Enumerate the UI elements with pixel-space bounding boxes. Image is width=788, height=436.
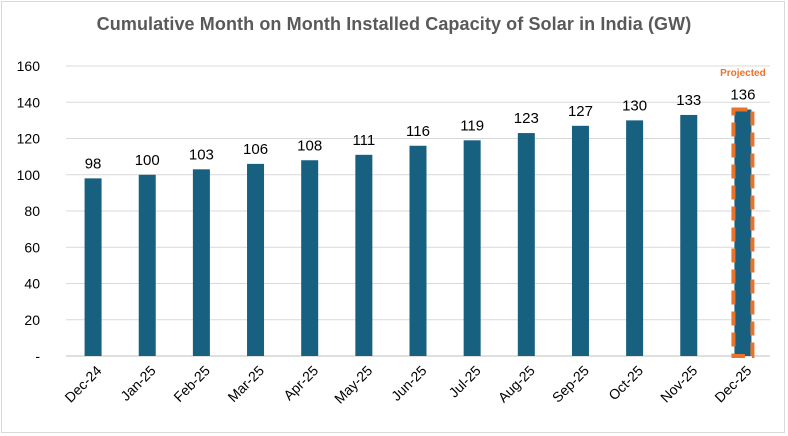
bar	[192, 169, 210, 356]
bar	[517, 133, 535, 356]
bar	[409, 145, 427, 356]
data-label: 133	[676, 92, 701, 109]
x-tick-label: Dec-24	[61, 362, 104, 405]
bar	[463, 140, 481, 356]
data-label: 108	[297, 137, 322, 154]
data-label: 119	[460, 117, 484, 134]
x-tick-label: Dec-25	[711, 362, 754, 405]
y-tick-label: -	[35, 348, 40, 364]
projected-label: Projected	[720, 68, 766, 79]
bar	[571, 125, 589, 356]
x-tick-label: Oct-25	[605, 362, 646, 403]
bar	[734, 109, 752, 356]
bar	[247, 163, 265, 356]
bar	[301, 160, 319, 356]
bar	[626, 120, 644, 356]
data-label: 130	[622, 97, 647, 114]
bar	[138, 174, 156, 356]
y-tick-label: 40	[24, 276, 40, 292]
x-tick-label: Aug-25	[495, 362, 538, 405]
y-tick-label: 100	[17, 167, 41, 183]
y-tick-label: 20	[24, 312, 40, 328]
data-label: 106	[243, 141, 268, 158]
data-label: 127	[568, 103, 593, 120]
bar	[355, 154, 373, 356]
data-label: 116	[406, 123, 430, 140]
x-tick-label: Feb-25	[170, 362, 213, 405]
data-label: 103	[189, 146, 214, 163]
y-tick-label: 160	[17, 58, 41, 74]
x-tick-label: Apr-25	[280, 362, 321, 403]
y-tick-label: 120	[17, 131, 41, 147]
x-tick-label: May-25	[331, 362, 375, 406]
x-tick-label: Nov-25	[657, 362, 700, 405]
x-tick-label: Jun-25	[388, 362, 430, 404]
x-tick-label: Jan-25	[117, 362, 159, 404]
bar	[84, 178, 102, 356]
x-tick-label: Sep-25	[549, 362, 592, 405]
y-tick-label: 60	[24, 239, 40, 255]
bar	[680, 114, 698, 356]
x-tick-label: Jul-25	[445, 362, 483, 400]
y-tick-label: 80	[24, 203, 40, 219]
x-tick-label: Mar-25	[224, 362, 267, 405]
data-label: 136	[730, 87, 755, 104]
data-label: 100	[135, 152, 160, 169]
projected-outline	[731, 107, 755, 358]
y-tick-label: 140	[17, 94, 41, 110]
chart-title: Cumulative Month on Month Installed Capa…	[96, 14, 692, 34]
data-label: 123	[514, 110, 539, 127]
data-label: 111	[352, 132, 375, 149]
data-label: 98	[85, 155, 102, 172]
